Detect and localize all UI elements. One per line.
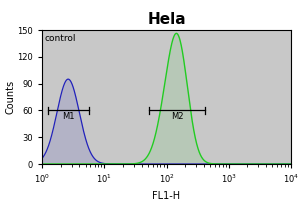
X-axis label: FL1-H: FL1-H <box>152 191 181 200</box>
Text: M1: M1 <box>62 112 75 121</box>
Y-axis label: Counts: Counts <box>6 80 16 114</box>
Text: control: control <box>44 34 76 43</box>
Text: M2: M2 <box>171 112 183 121</box>
Title: Hela: Hela <box>147 12 186 27</box>
